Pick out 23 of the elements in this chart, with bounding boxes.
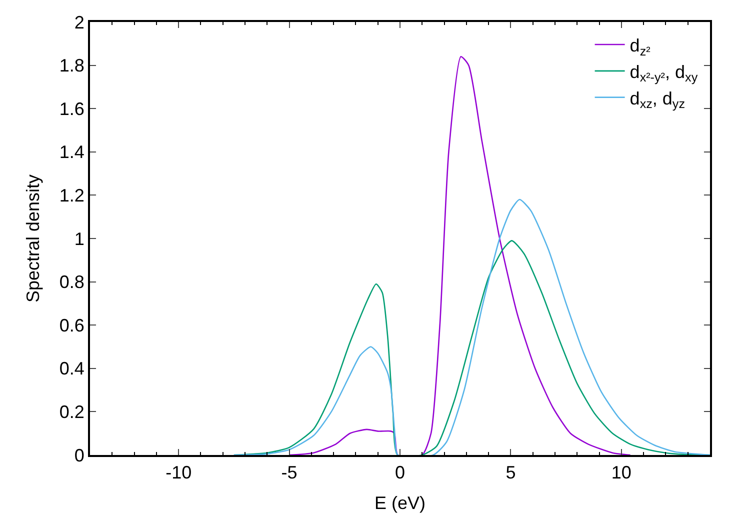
x-tick-label: 10	[611, 462, 632, 483]
x-tick-label: 0	[394, 462, 406, 483]
legend-label: d$_{x²-y²}$, d$_{xy}$	[630, 62, 698, 85]
line-series	[288, 56, 631, 455]
y-tick-label: 1.4	[59, 142, 84, 162]
y-axis-title: Spectral density	[23, 174, 44, 303]
y-tick-label: 1.8	[59, 56, 84, 76]
x-tick-label: 5	[506, 462, 516, 483]
y-tick-label: 1.6	[59, 98, 84, 119]
y-tick-label: 0.4	[59, 358, 84, 379]
x-axis-title: E (eV)	[374, 493, 426, 514]
y-tick-label: 0	[74, 445, 84, 466]
y-tick-label: 0.2	[59, 402, 84, 422]
legend-label: d$_{z²}$	[630, 36, 650, 58]
x-tick-label: -5	[281, 462, 298, 483]
y-tick-label: 0.6	[59, 315, 84, 336]
y-tick-label: 1.2	[59, 186, 84, 206]
y-tick-label: 2	[74, 12, 84, 32]
line-series	[233, 198, 710, 455]
x-tick-label: -10	[166, 462, 192, 483]
legend-label: d$_{xz}$, d$_{yz}$	[630, 88, 686, 112]
y-tick-label: 0.8	[59, 272, 84, 292]
y-tick-label: 1	[74, 228, 84, 249]
